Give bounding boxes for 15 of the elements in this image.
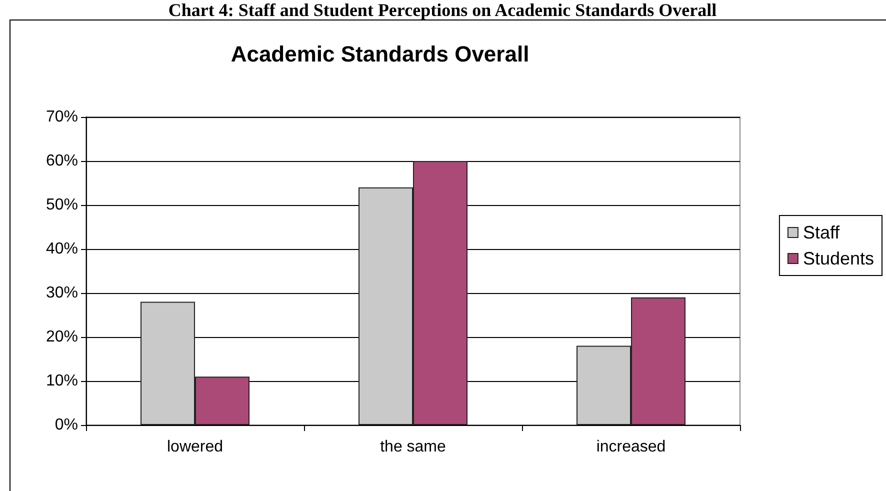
x-tick-label: increased	[596, 438, 666, 456]
y-tick-label: 20%	[46, 328, 78, 346]
legend-label: Staff	[802, 222, 841, 242]
y-tick-label: 10%	[46, 372, 78, 390]
x-tick-label: lowered	[166, 438, 224, 456]
y-tick-label: 70%	[46, 108, 78, 126]
x-tick-label: the same	[380, 438, 446, 456]
y-tick-label: 40%	[46, 240, 78, 258]
legend-label: Students	[802, 248, 874, 268]
y-tick-label: 30%	[46, 284, 78, 302]
y-tick-label: 60%	[46, 152, 78, 170]
chart-title: Academic Standards Overall	[230, 42, 530, 66]
y-tick-label: 0%	[54, 416, 78, 434]
caption: Chart 4: Staff and Student Perceptions on Academic Standards Overall	[168, 0, 717, 20]
y-tick-label: 50%	[46, 196, 78, 214]
